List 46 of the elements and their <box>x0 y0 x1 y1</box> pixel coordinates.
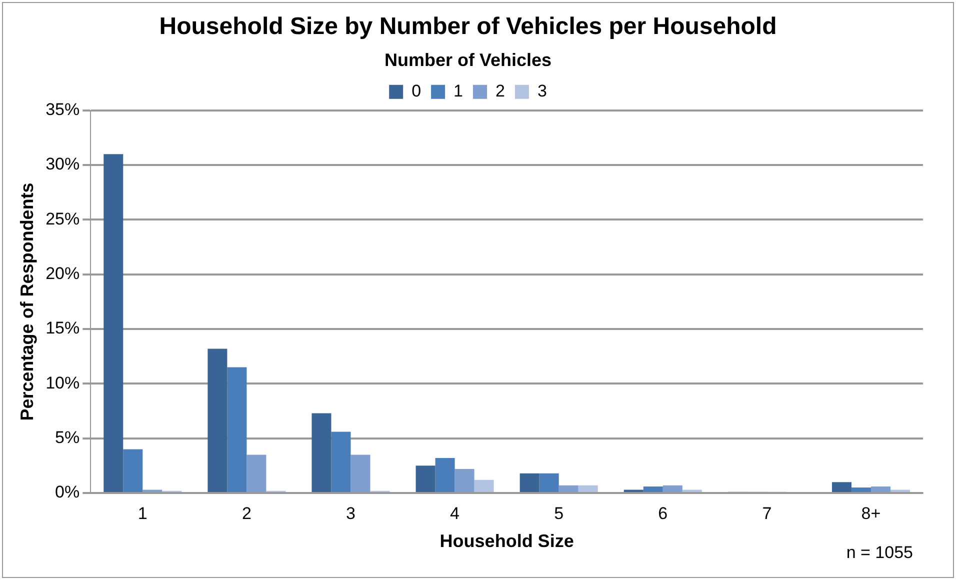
x-tick-label: 6 <box>658 504 668 523</box>
y-tick-label: 10% <box>46 373 80 392</box>
x-axis-title: Household Size <box>440 531 574 552</box>
y-tick-label: 20% <box>46 264 80 284</box>
text: n = 1055 <box>846 543 913 563</box>
bar <box>416 466 436 492</box>
legend-label: 3 <box>537 82 547 101</box>
x-tick-label: 1 <box>138 504 148 523</box>
bar <box>870 486 890 492</box>
y-tick-label: 35% <box>46 100 80 120</box>
y-axis-title: Percentage of Respondents <box>16 182 37 421</box>
x-tick-label: 3 <box>346 504 356 523</box>
y-tick-label: 0% <box>55 482 80 502</box>
bar <box>208 348 228 492</box>
bar <box>662 485 682 492</box>
bar <box>851 488 871 492</box>
bar <box>474 480 494 492</box>
x-tick-label: 5 <box>554 504 564 523</box>
bar <box>520 473 540 492</box>
bar <box>246 454 266 492</box>
x-tick-label: 4 <box>450 504 460 523</box>
chart-title: Household Size by Number of Vehicles per Household <box>159 13 777 40</box>
bar <box>643 486 663 492</box>
legend-label: 1 <box>454 82 464 101</box>
legend-label: 2 <box>496 82 505 101</box>
bar <box>350 454 370 492</box>
bar <box>578 485 598 492</box>
bar <box>331 432 351 492</box>
legend-title: Number of Vehicles <box>384 50 552 70</box>
bar <box>227 367 247 492</box>
x-tick-label: 2 <box>242 504 252 523</box>
bar <box>832 482 852 492</box>
bar <box>104 154 124 492</box>
y-tick-label: 25% <box>46 209 80 228</box>
bar <box>539 473 559 492</box>
y-tick-label: 30% <box>46 154 80 174</box>
legend-label: 0 <box>412 82 422 101</box>
bar <box>123 449 143 492</box>
y-tick-label: 5% <box>55 428 80 448</box>
x-tick-label: 7 <box>762 504 772 523</box>
bar <box>558 485 578 492</box>
bar <box>435 458 455 492</box>
x-tick-label: 8+ <box>861 504 881 523</box>
bar <box>312 413 332 492</box>
bar <box>454 468 474 492</box>
y-tick-label: 15% <box>46 318 80 338</box>
